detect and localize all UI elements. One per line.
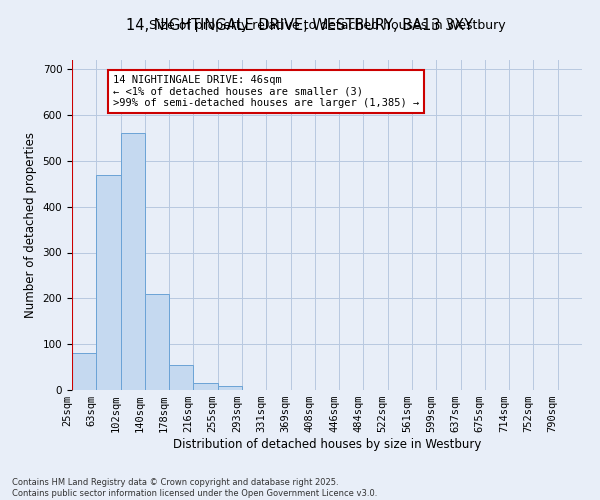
Title: Size of property relative to detached houses in Westbury: Size of property relative to detached ho… — [149, 20, 505, 32]
Bar — [218, 386, 242, 390]
Bar — [121, 134, 145, 390]
Text: 14 NIGHTINGALE DRIVE: 46sqm
← <1% of detached houses are smaller (3)
>99% of sem: 14 NIGHTINGALE DRIVE: 46sqm ← <1% of det… — [113, 75, 419, 108]
Bar — [145, 294, 169, 390]
Bar — [193, 383, 218, 390]
Text: Contains HM Land Registry data © Crown copyright and database right 2025.
Contai: Contains HM Land Registry data © Crown c… — [12, 478, 377, 498]
Bar — [72, 354, 96, 390]
Bar — [169, 365, 193, 390]
X-axis label: Distribution of detached houses by size in Westbury: Distribution of detached houses by size … — [173, 438, 481, 451]
Bar — [96, 174, 121, 390]
Text: 14, NIGHTINGALE DRIVE, WESTBURY, BA13 3XY: 14, NIGHTINGALE DRIVE, WESTBURY, BA13 3X… — [127, 18, 473, 32]
Y-axis label: Number of detached properties: Number of detached properties — [24, 132, 37, 318]
